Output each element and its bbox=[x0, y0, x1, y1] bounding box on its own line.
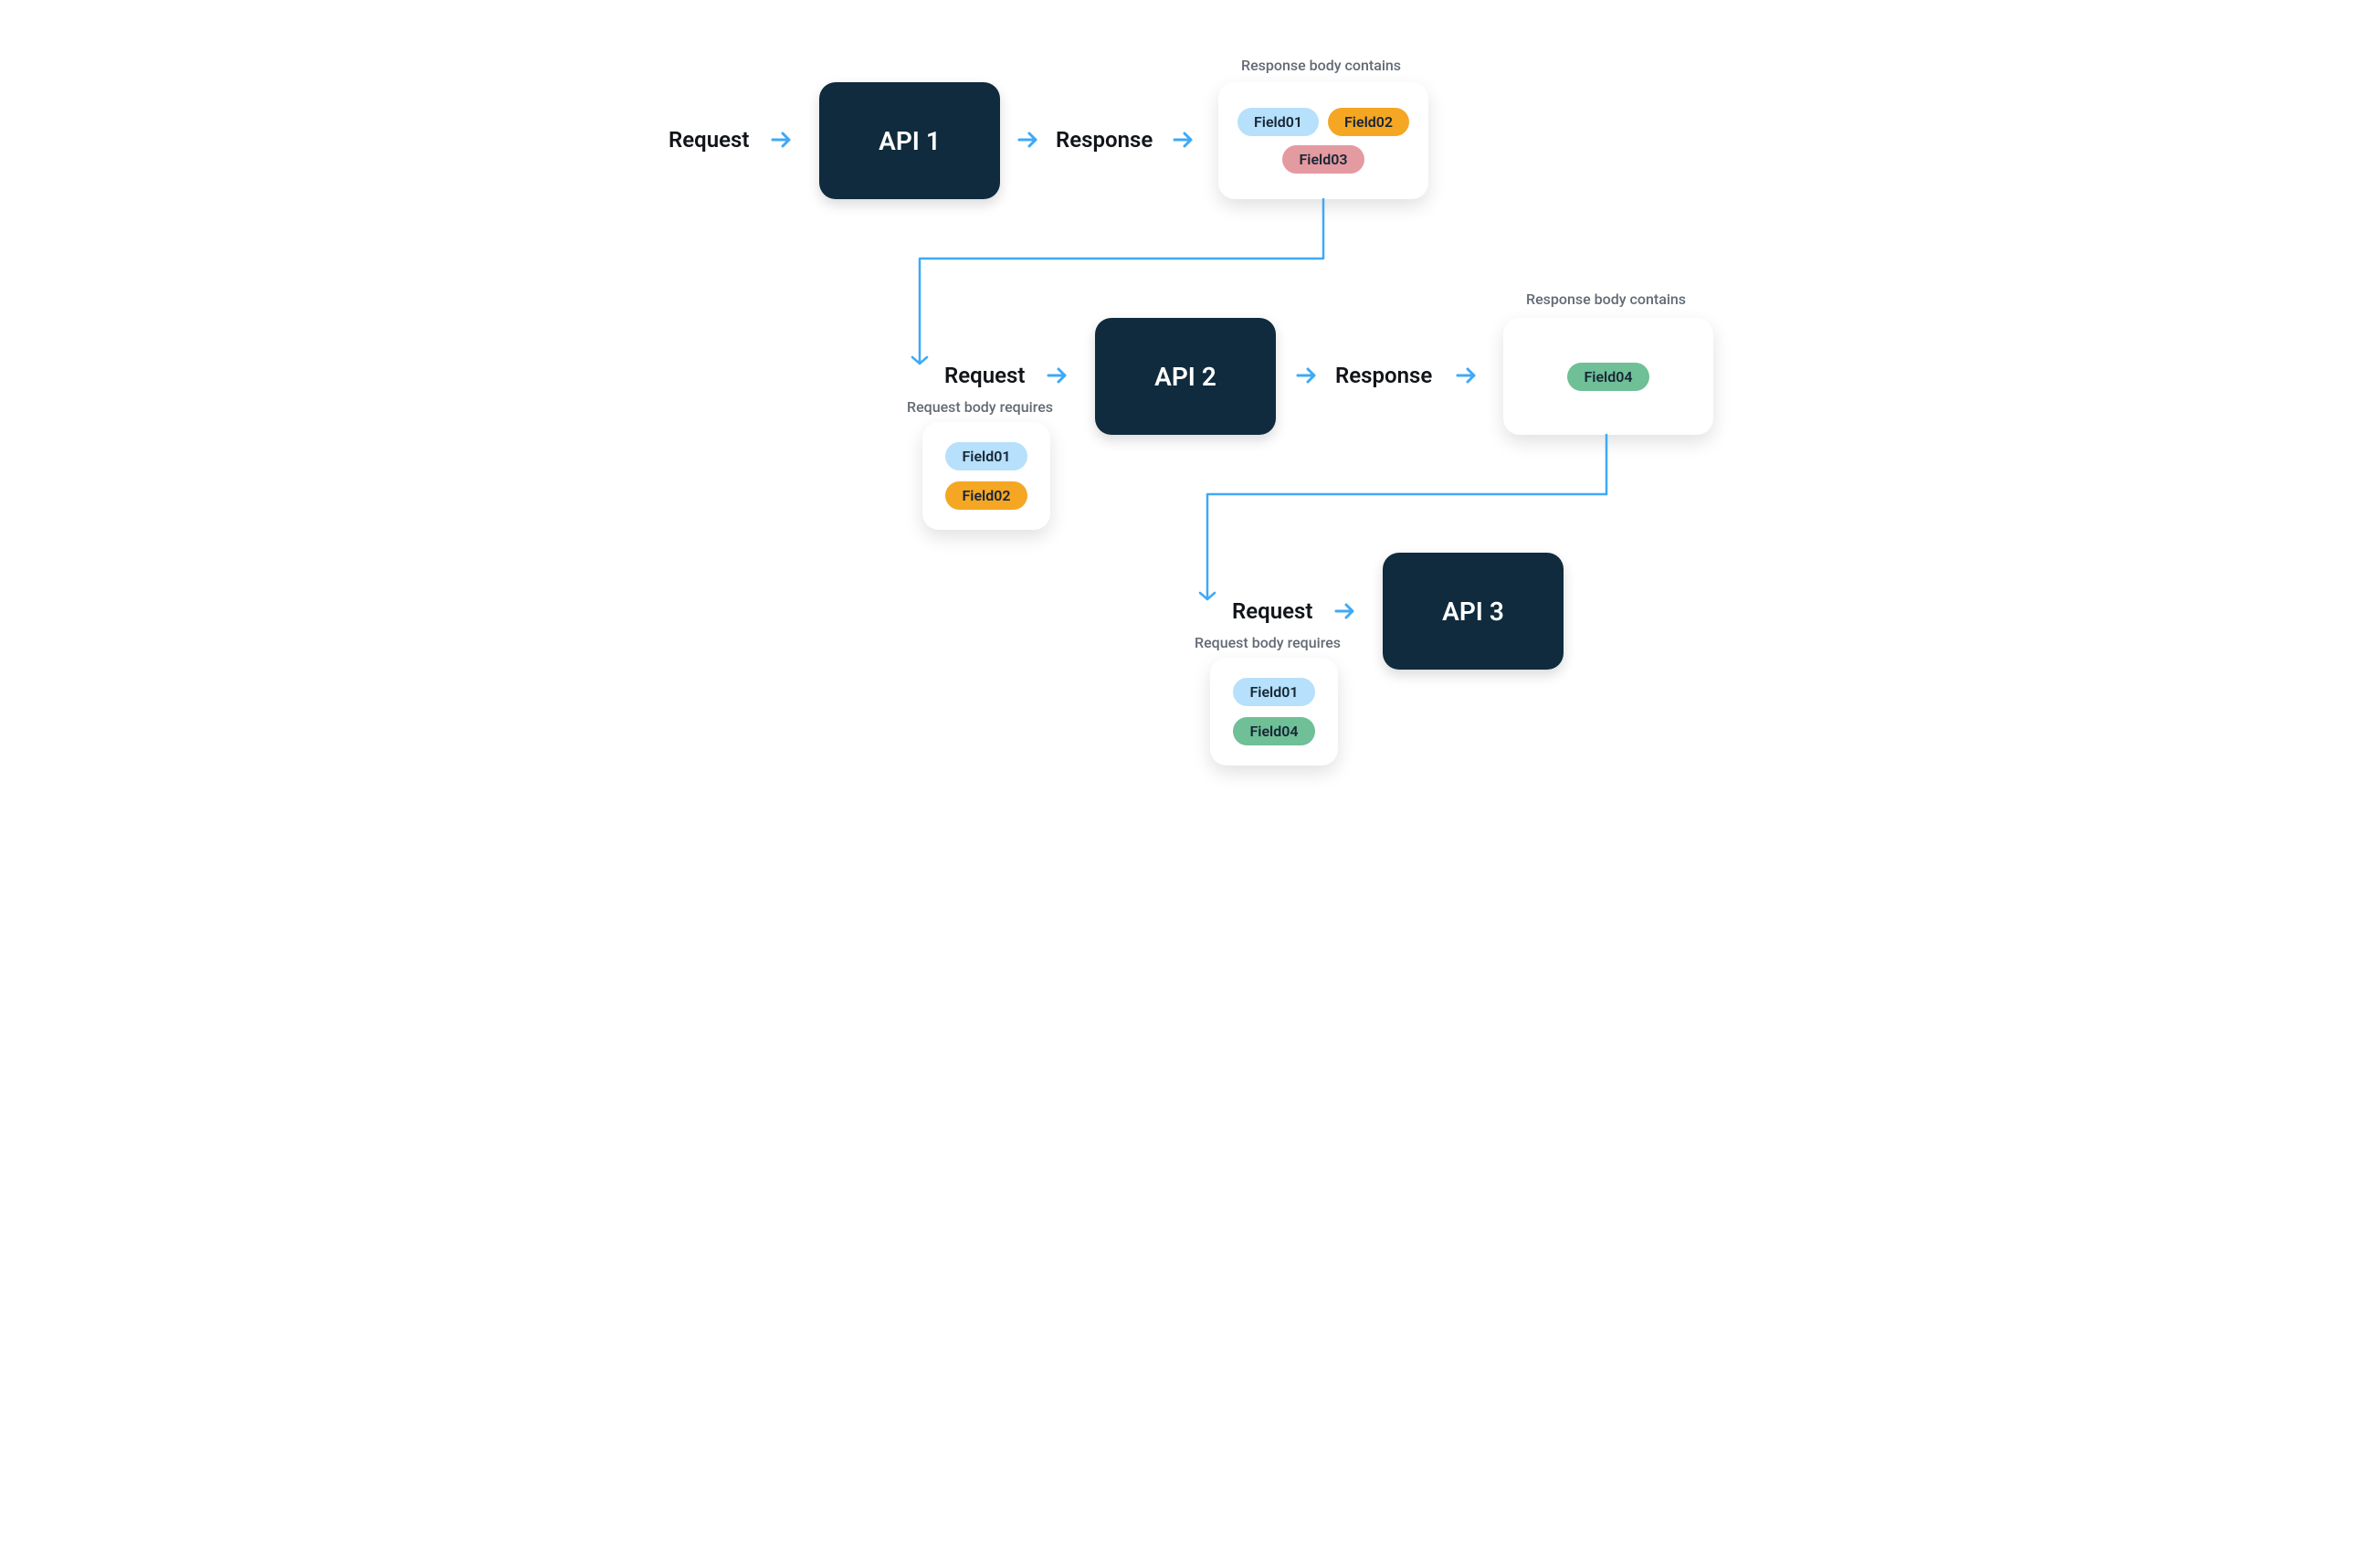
api3-box: API 3 bbox=[1383, 553, 1564, 670]
api2-box: API 2 bbox=[1095, 318, 1276, 435]
field-pill: Field01 bbox=[945, 442, 1027, 470]
field-pill: Field01 bbox=[1237, 108, 1319, 136]
row1-response-card: Field01 Field02 Field03 bbox=[1218, 82, 1428, 199]
row1-response-label: Response bbox=[1056, 127, 1153, 153]
arrow-icon bbox=[1171, 127, 1196, 153]
api3-label: API 3 bbox=[1442, 597, 1504, 627]
field-pill: Field02 bbox=[945, 481, 1027, 510]
row3-request-label: Request bbox=[1232, 598, 1312, 624]
row1-request-label: Request bbox=[669, 127, 749, 153]
row3-request-caption: Request body requires bbox=[1195, 634, 1341, 651]
row2-request-label: Request bbox=[944, 363, 1025, 388]
arrow-icon bbox=[1016, 127, 1041, 153]
arrow-icon bbox=[769, 127, 795, 153]
row2-response-caption: Response body contains bbox=[1526, 290, 1686, 308]
field-pill: Field01 bbox=[1233, 678, 1314, 706]
api2-label: API 2 bbox=[1154, 362, 1216, 392]
field-pill: Field02 bbox=[1328, 108, 1409, 136]
field-pill: Field03 bbox=[1282, 145, 1364, 174]
row1-response-caption: Response body contains bbox=[1241, 57, 1401, 74]
arrow-icon bbox=[1294, 363, 1320, 388]
row2-response-card: Field04 bbox=[1503, 318, 1713, 435]
arrow-icon bbox=[1332, 598, 1358, 624]
arrow-icon bbox=[1045, 363, 1070, 388]
field-pill: Field04 bbox=[1233, 717, 1314, 745]
diagram-canvas: Request API 1 Response Response body con… bbox=[561, 0, 1819, 816]
field-pill: Field04 bbox=[1567, 363, 1648, 391]
api1-box: API 1 bbox=[819, 82, 1000, 199]
api1-label: API 1 bbox=[879, 126, 941, 156]
row2-request-card: Field01 Field02 bbox=[922, 422, 1050, 530]
row2-response-label: Response bbox=[1335, 363, 1432, 388]
arrow-icon bbox=[1454, 363, 1480, 388]
row3-request-card: Field01 Field04 bbox=[1210, 658, 1338, 766]
row2-request-caption: Request body requires bbox=[907, 398, 1053, 416]
